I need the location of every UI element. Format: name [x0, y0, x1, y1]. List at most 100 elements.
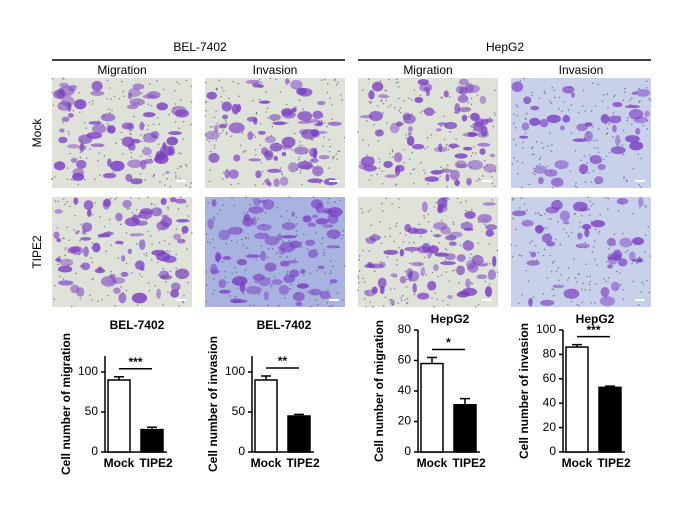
- pore: [190, 182, 192, 184]
- pore: [420, 273, 423, 275]
- pore: [367, 210, 370, 213]
- cell: [432, 233, 442, 238]
- pore: [221, 261, 224, 263]
- cell: [208, 152, 220, 163]
- pore: [89, 294, 91, 296]
- pore: [225, 131, 228, 134]
- cell: [311, 214, 319, 219]
- cell: [610, 146, 626, 155]
- cell: [109, 160, 125, 172]
- pore: [287, 270, 289, 273]
- pore: [382, 102, 385, 105]
- pore: [631, 262, 633, 265]
- pore: [481, 175, 484, 177]
- pore: [243, 211, 245, 214]
- pore: [213, 147, 216, 149]
- cell: [242, 217, 254, 227]
- pore: [400, 299, 403, 302]
- pore: [306, 290, 309, 293]
- pore: [379, 221, 381, 223]
- pore: [589, 280, 592, 283]
- pore: [427, 183, 430, 185]
- cell: [461, 114, 468, 122]
- pore: [141, 92, 144, 94]
- column-label: Migration: [97, 63, 146, 77]
- pore: [185, 79, 188, 82]
- pore: [534, 212, 537, 215]
- pore: [329, 145, 332, 148]
- cell: [608, 115, 622, 124]
- pore: [179, 99, 182, 101]
- pore: [592, 246, 595, 248]
- bar: [287, 415, 311, 453]
- pore: [622, 298, 625, 300]
- pore: [576, 281, 578, 283]
- pore: [406, 278, 409, 281]
- pore: [405, 137, 408, 140]
- cell: [368, 90, 375, 100]
- pore: [309, 272, 312, 275]
- cell: [273, 178, 280, 188]
- pore: [275, 252, 278, 254]
- cell: [480, 118, 489, 126]
- pore: [92, 277, 95, 280]
- pore: [398, 109, 401, 112]
- pore: [291, 283, 293, 286]
- pore: [175, 267, 177, 269]
- pore: [221, 87, 223, 89]
- cell: [479, 148, 486, 155]
- cell: [124, 217, 140, 227]
- cell: [448, 241, 457, 246]
- column-label: Invasion: [253, 63, 298, 77]
- pore: [141, 140, 143, 143]
- pore: [357, 275, 360, 277]
- pore: [431, 297, 433, 299]
- pore: [397, 302, 399, 304]
- cell: [326, 245, 341, 249]
- pore: [373, 233, 376, 235]
- pore: [244, 149, 247, 152]
- cell: [644, 110, 650, 118]
- pore: [517, 172, 519, 175]
- pore: [266, 256, 269, 259]
- cell: [590, 219, 606, 228]
- pore: [149, 234, 152, 237]
- cell: [83, 200, 94, 211]
- pore: [382, 112, 384, 114]
- cell: [459, 290, 468, 295]
- pore: [329, 97, 332, 99]
- pore: [543, 90, 546, 93]
- pore: [622, 129, 625, 132]
- pore: [106, 123, 109, 125]
- pore: [279, 255, 281, 258]
- pore: [302, 108, 304, 110]
- pore: [525, 112, 528, 115]
- pore: [295, 229, 298, 232]
- cell: [471, 254, 484, 265]
- cell: [479, 95, 487, 105]
- pore: [144, 178, 146, 181]
- pore: [622, 288, 625, 291]
- cell: [236, 259, 248, 266]
- pore: [483, 159, 486, 162]
- pore: [222, 178, 224, 180]
- pore: [135, 209, 138, 211]
- pore: [647, 225, 650, 228]
- pore: [123, 95, 125, 98]
- pore: [281, 173, 283, 176]
- cell: [629, 141, 644, 151]
- pore: [147, 196, 149, 199]
- cell: [631, 237, 645, 246]
- micrograph: [357, 197, 499, 308]
- pore: [477, 221, 480, 224]
- pore: [302, 233, 305, 235]
- cell: [530, 251, 537, 258]
- pore: [280, 215, 282, 217]
- pore: [159, 181, 161, 183]
- micrograph: [204, 77, 346, 188]
- pore: [209, 242, 211, 244]
- pore: [639, 100, 641, 102]
- pore: [598, 230, 601, 233]
- cell: [433, 222, 448, 230]
- bar: [254, 379, 278, 453]
